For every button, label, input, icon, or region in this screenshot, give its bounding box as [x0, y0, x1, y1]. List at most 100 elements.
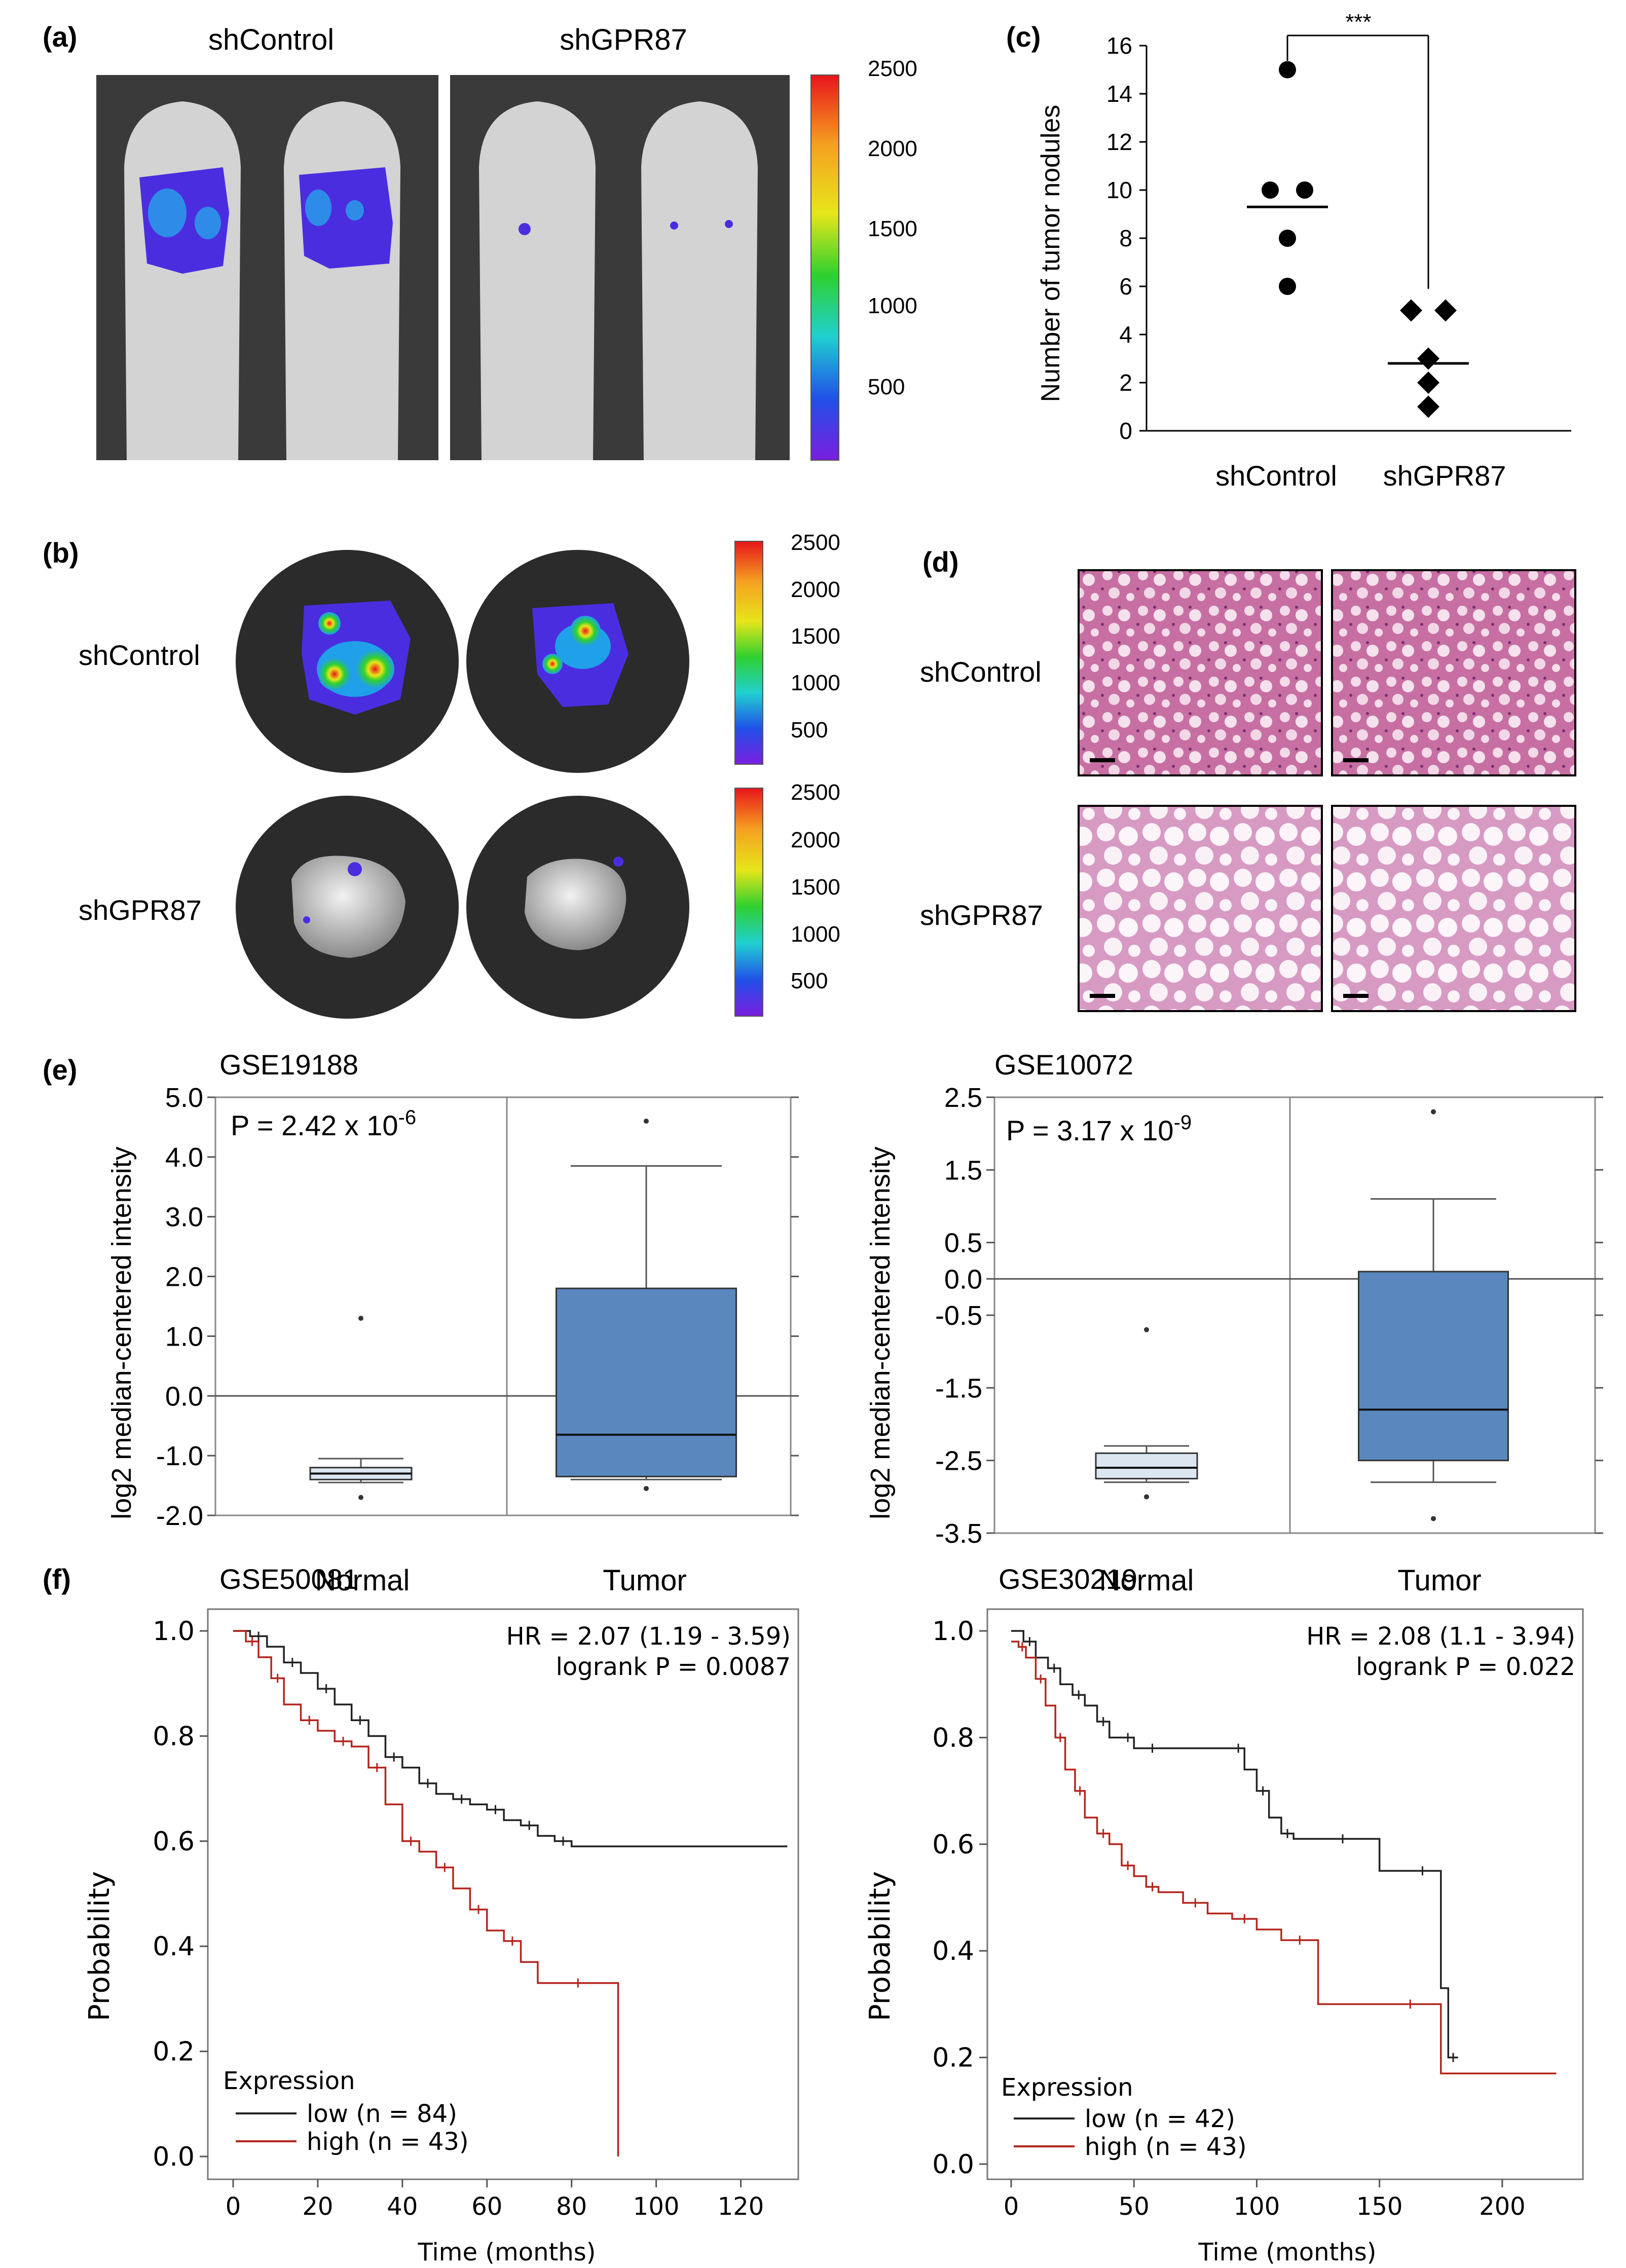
c-point-shControl [1279, 230, 1296, 247]
f1-plot-frame [207, 1608, 799, 2180]
panel-label-e: (e) [43, 1054, 77, 1086]
panel-label-f: (f) [43, 1563, 71, 1595]
f2-plot-xtick-label: 0 [1004, 2192, 1019, 2221]
he-image-control-2 [1331, 569, 1576, 776]
c-ytick-label: 8 [1119, 225, 1132, 251]
f2-plot-xtick-label: 50 [1119, 2192, 1150, 2221]
f2-plot-xtick-label: 150 [1356, 2192, 1403, 2221]
f1-plot-ytick-label: 0.6 [153, 1827, 195, 1857]
e2-plot-ytick-label: 1.5 [944, 1155, 982, 1185]
f1-plot-ytick-label: 0.4 [153, 1931, 195, 1962]
panel-label-c: (c) [1006, 21, 1041, 53]
c-ylabel: Number of tumor nodules [1036, 105, 1065, 402]
colorbar-b-tick: 500 [791, 718, 828, 742]
f1-logrank: logrank P = 0.0087 [556, 1653, 791, 1681]
colorbar-a-tick: 2500 [868, 56, 917, 81]
panel-b: shControl shGPR87 2500 2 [79, 530, 840, 1019]
c-point-shControl [1296, 181, 1313, 199]
f2-logrank: logrank P = 0.022 [1356, 1653, 1575, 1681]
f1-plot-xtick-label: 20 [302, 2192, 333, 2221]
e1-plot-ytick-label: 4.0 [165, 1142, 203, 1173]
group-label-shgpr87: shGPR87 [560, 23, 687, 56]
c-xtick-shgpr87: shGPR87 [1383, 460, 1506, 492]
e2-plot-ytick-label: 2.5 [944, 1083, 982, 1113]
e1-plot-ytick-label: 2.0 [165, 1262, 203, 1292]
colorbar-a-tick: 2000 [868, 136, 917, 161]
e2-plot-outlier-Tumor [1431, 1516, 1436, 1521]
panel-c: Number of tumor nodules 0 2 4 6 8 10 12 14 16 **… [1036, 10, 1571, 492]
f1-xlabel: Time (months) [418, 2238, 596, 2266]
panel-e1: GSE19188 log2 median-centered intensity … [106, 1049, 799, 1597]
f2-plot-ytick-label: 0.8 [932, 1723, 974, 1753]
colorbar-a-tick: 500 [868, 375, 905, 399]
f1-plot-ytick-label: 0.8 [153, 1721, 195, 1752]
f1-plot-xtick-label: 60 [471, 2192, 502, 2221]
e1-pvalue: P = 2.42 x 10-6 [231, 1106, 416, 1141]
e2-plot-ytick-label: -1.5 [935, 1373, 982, 1403]
f2-legend-high: high (n = 43) [1085, 2133, 1247, 2161]
f2-ylabel: Probability [864, 1871, 897, 2021]
c-ytick-label: 10 [1106, 177, 1132, 203]
colorbar-a-ticks: 2500 2000 1500 1000 500 [868, 56, 917, 399]
f2-legend-title: Expression [1001, 2073, 1133, 2102]
colorbar-a [810, 75, 839, 461]
f2-legend-low: low (n = 42) [1085, 2105, 1235, 2133]
f1-plot-xtick-label: 0 [226, 2192, 241, 2221]
colorbar-b-tick: 2000 [791, 828, 840, 852]
colorbar-b-ticks: 2500 2000 1500 1000 500 2500 2000 1500 1… [791, 530, 840, 993]
he-image-control-1 [1078, 569, 1323, 776]
c-point-shGPR87 [1434, 299, 1457, 322]
f1-plot-xtick-label: 100 [633, 2192, 680, 2221]
e1-ylabel: log2 median-centered intensity [106, 1146, 137, 1519]
f2-title: GSE30219 [999, 1563, 1137, 1595]
e2-plot-ytick-label: 0.5 [944, 1228, 982, 1258]
c-ytick-label: 4 [1119, 321, 1132, 348]
panel-f1: GSE50081 Probability HR = 2.07 (1.19 - 3… [83, 1563, 799, 2266]
f2-plot-curve-high [1011, 1641, 1557, 2074]
e2-plot-outlier-Tumor [1431, 1109, 1436, 1114]
e1-xtick-tumor: Tumor [603, 1564, 686, 1597]
colorbar-b-tick: 2500 [791, 780, 840, 805]
e1-plot-ytick-label: -2.0 [156, 1501, 203, 1531]
colorbar-b-tick: 1000 [791, 671, 840, 695]
e2-plot-outlier-Normal [1144, 1494, 1149, 1500]
c-ytick-label: 14 [1106, 81, 1132, 107]
he-image-knockdown-2 [1331, 805, 1576, 1012]
e1-xtick-normal: Normal [315, 1564, 410, 1597]
e2-title: GSE10072 [994, 1049, 1133, 1081]
e1-plot-outlier-Normal [358, 1316, 363, 1321]
f1-legend-title: Expression [223, 2067, 355, 2095]
panel-a: shControl shGPR87 2500 2000 15 [96, 23, 917, 461]
f1-ylabel: Probability [83, 1871, 116, 2021]
lung-signal-control [302, 601, 629, 715]
f2-plot-ytick-label: 0.2 [932, 2043, 974, 2073]
scale-bars [1090, 758, 1369, 998]
e2-xtick-normal: Normal [1099, 1564, 1194, 1597]
c-ytick-label: 12 [1106, 129, 1132, 155]
b-row-label-shgpr87: shGPR87 [79, 894, 202, 926]
e1-plot-ytick-label: 3.0 [165, 1202, 203, 1233]
c-point-shGPR87 [1400, 299, 1422, 322]
c-xtick-shcontrol: shControl [1215, 460, 1337, 492]
f1-plot-ytick-label: 0.2 [153, 2037, 195, 2067]
e1-plot-outlier-Tumor [644, 1485, 649, 1491]
c-point-shGPR87 [1417, 347, 1439, 370]
f2-plot-frame [986, 1608, 1584, 2180]
e1-plot-ytick-label: 1.0 [165, 1321, 203, 1352]
c-ytick-label: 6 [1119, 273, 1132, 300]
colorbar-b-tick: 2500 [791, 530, 840, 555]
colorbar-b-top [734, 541, 763, 765]
f2-plot-ytick-label: 0.6 [932, 1830, 974, 1860]
e2-plot-box-Normal [1095, 1452, 1198, 1479]
e1-plot-outlier-Tumor [644, 1119, 649, 1124]
panel-label-d: (d) [922, 546, 959, 578]
f2-plot-xtick-label: 200 [1479, 2192, 1526, 2221]
e2-plot-ytick-label: -0.5 [935, 1300, 982, 1331]
colorbar-a-tick: 1500 [868, 216, 917, 241]
f1-legend-low: low (n = 84) [307, 2100, 457, 2128]
f1-legend-high: high (n = 43) [307, 2128, 469, 2156]
f2-hr: HR = 2.08 (1.1 - 3.94) [1306, 1622, 1575, 1651]
colorbar-a-tick: 1000 [868, 293, 917, 318]
colorbar-b-tick: 2000 [791, 577, 840, 602]
f1-plot-xtick-label: 120 [718, 2192, 764, 2221]
